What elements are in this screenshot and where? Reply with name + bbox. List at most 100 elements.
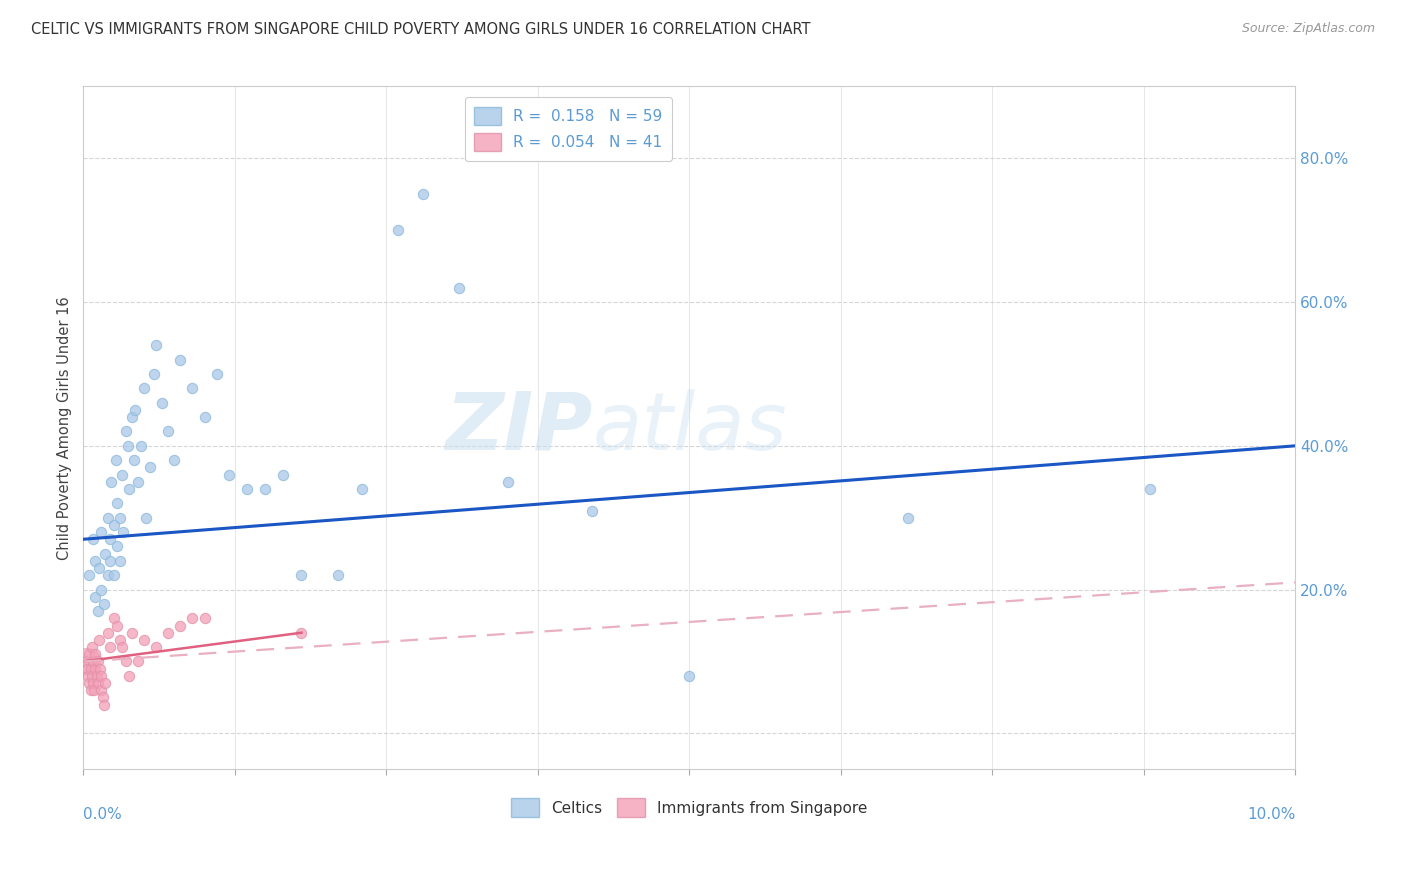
- Point: [122, 453, 145, 467]
- Point: [79, 662, 101, 676]
- Point: [87, 632, 110, 647]
- Point: [98, 640, 121, 654]
- Point: [326, 568, 349, 582]
- Point: [112, 524, 135, 539]
- Text: atlas: atlas: [592, 389, 787, 467]
- Point: [271, 467, 294, 482]
- Point: [896, 510, 918, 524]
- Point: [181, 381, 204, 395]
- Point: [169, 618, 191, 632]
- Y-axis label: Child Poverty Among Girls Under 16: Child Poverty Among Girls Under 16: [58, 296, 72, 559]
- Point: [105, 453, 128, 467]
- Point: [114, 425, 136, 439]
- Point: [91, 690, 114, 705]
- Point: [181, 611, 204, 625]
- Text: 0.0%: 0.0%: [83, 807, 122, 822]
- Point: [87, 655, 110, 669]
- Point: [87, 561, 110, 575]
- Point: [118, 482, 141, 496]
- Point: [100, 475, 122, 489]
- Point: [145, 338, 167, 352]
- Point: [118, 669, 141, 683]
- Text: 10.0%: 10.0%: [1247, 807, 1295, 822]
- Text: Source: ZipAtlas.com: Source: ZipAtlas.com: [1241, 22, 1375, 36]
- Point: [75, 655, 97, 669]
- Point: [236, 482, 259, 496]
- Point: [117, 439, 139, 453]
- Point: [80, 669, 103, 683]
- Point: [132, 632, 155, 647]
- Point: [83, 683, 105, 698]
- Point: [87, 604, 110, 618]
- Point: [127, 475, 149, 489]
- Point: [94, 676, 117, 690]
- Point: [121, 625, 143, 640]
- Point: [114, 655, 136, 669]
- Point: [84, 647, 107, 661]
- Point: [84, 662, 107, 676]
- Point: [581, 503, 603, 517]
- Point: [82, 676, 104, 690]
- Point: [94, 547, 117, 561]
- Point: [105, 618, 128, 632]
- Point: [80, 640, 103, 654]
- Point: [132, 381, 155, 395]
- Point: [79, 647, 101, 661]
- Point: [150, 395, 173, 409]
- Point: [131, 439, 153, 453]
- Point: [98, 533, 121, 547]
- Point: [108, 510, 131, 524]
- Point: [86, 669, 108, 683]
- Point: [90, 582, 112, 597]
- Point: [157, 625, 180, 640]
- Point: [145, 640, 167, 654]
- Point: [105, 496, 128, 510]
- Point: [121, 410, 143, 425]
- Point: [218, 467, 240, 482]
- Point: [79, 676, 101, 690]
- Point: [290, 625, 312, 640]
- Point: [93, 698, 115, 712]
- Point: [496, 475, 519, 489]
- Point: [157, 425, 180, 439]
- Point: [93, 597, 115, 611]
- Point: [412, 187, 434, 202]
- Point: [1139, 482, 1161, 496]
- Point: [77, 669, 100, 683]
- Point: [135, 510, 157, 524]
- Point: [290, 568, 312, 582]
- Point: [139, 460, 162, 475]
- Point: [387, 223, 409, 237]
- Point: [96, 625, 118, 640]
- Point: [90, 669, 112, 683]
- Point: [90, 524, 112, 539]
- Point: [82, 655, 104, 669]
- Point: [127, 655, 149, 669]
- Point: [103, 568, 125, 582]
- Point: [193, 410, 215, 425]
- Point: [84, 590, 107, 604]
- Point: [678, 669, 700, 683]
- Point: [169, 352, 191, 367]
- Point: [105, 540, 128, 554]
- Point: [79, 568, 101, 582]
- Point: [103, 611, 125, 625]
- Point: [84, 554, 107, 568]
- Point: [111, 467, 134, 482]
- Point: [90, 683, 112, 698]
- Point: [205, 367, 228, 381]
- Point: [254, 482, 277, 496]
- Point: [79, 683, 101, 698]
- Point: [96, 568, 118, 582]
- Point: [449, 280, 471, 294]
- Point: [108, 554, 131, 568]
- Point: [108, 632, 131, 647]
- Point: [124, 402, 146, 417]
- Text: CELTIC VS IMMIGRANTS FROM SINGAPORE CHILD POVERTY AMONG GIRLS UNDER 16 CORRELATI: CELTIC VS IMMIGRANTS FROM SINGAPORE CHIL…: [31, 22, 810, 37]
- Point: [142, 367, 165, 381]
- Point: [82, 533, 104, 547]
- Point: [96, 510, 118, 524]
- Point: [352, 482, 374, 496]
- Point: [76, 662, 98, 676]
- Point: [87, 676, 110, 690]
